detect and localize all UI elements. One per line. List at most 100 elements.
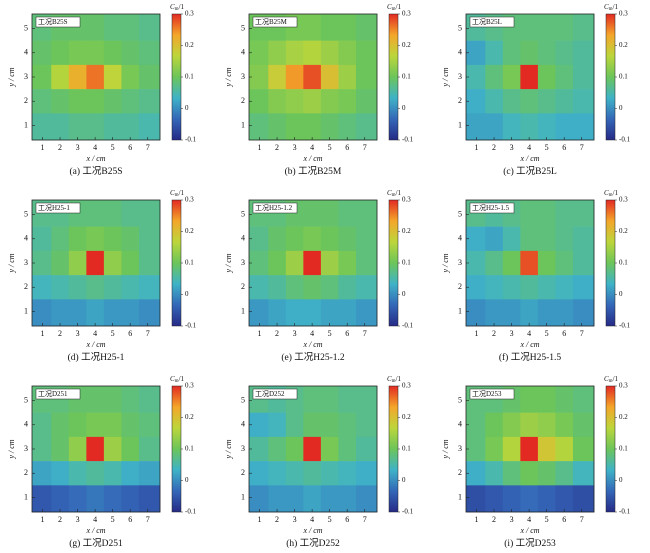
colorbar [388, 13, 399, 141]
cell [537, 200, 556, 227]
cell [466, 226, 486, 252]
colorbar-label: Cm/1 [604, 3, 619, 13]
cell [320, 89, 339, 114]
colorbar-tick-label: 0 [185, 476, 189, 484]
y-tick-label: 2 [458, 468, 462, 477]
x-axis-label: x / cm [302, 526, 322, 535]
colorbar-tick-label: 0.1 [619, 259, 628, 267]
cell [249, 40, 269, 66]
colorbar-label-sub: m [609, 379, 613, 384]
y-tick-label: 2 [241, 282, 245, 291]
cell [268, 461, 287, 486]
x-tick-label: 3 [293, 329, 297, 338]
colorbar [388, 199, 399, 327]
cell [285, 40, 304, 66]
cell [320, 250, 339, 276]
y-tick-label: 4 [241, 48, 245, 57]
caption: (c) 工况B25L [503, 166, 557, 177]
cell [121, 436, 140, 462]
cell [466, 275, 486, 300]
cell [103, 461, 122, 486]
cell [502, 64, 521, 90]
colorbar-label-sub: m [392, 379, 396, 384]
colorbar-tick-label: 0.3 [185, 10, 194, 18]
colorbar-tick-label: -0.1 [402, 508, 414, 516]
cell [572, 275, 595, 300]
cell [355, 14, 378, 41]
cell [121, 275, 140, 300]
cell [572, 461, 595, 486]
x-tick-label: 4 [93, 515, 97, 524]
y-axis-label: y / cm [224, 67, 233, 87]
cell [572, 40, 595, 66]
x-tick-label: 4 [93, 329, 97, 338]
x-tick-label: 7 [146, 329, 150, 338]
cell [520, 64, 539, 90]
cell [32, 40, 52, 66]
cell [320, 299, 339, 327]
cell [355, 64, 378, 90]
cell [103, 412, 122, 438]
cell [68, 226, 87, 252]
panel: 工况B25S 1 2 3 4 5 6 7 1 2 3 4 5 x / cm y / cm (a) 工况B25S… [7, 3, 197, 178]
cell [138, 386, 161, 413]
x-tick-label: 1 [41, 329, 45, 338]
cell [103, 64, 122, 90]
cell [138, 250, 161, 276]
colorbar-label-main: C [387, 375, 392, 383]
y-tick-label: 2 [24, 468, 28, 477]
colorbar-tick-label: 0.2 [402, 413, 411, 421]
cell [355, 275, 378, 300]
cell [520, 250, 539, 276]
cell [68, 40, 87, 66]
cell [520, 40, 539, 66]
cell [355, 250, 378, 276]
panel-label: 工况H25-1.5 [472, 204, 510, 212]
y-tick-label: 3 [24, 444, 28, 453]
x-tick-label: 6 [562, 143, 566, 152]
y-tick-label: 1 [458, 120, 462, 129]
colorbar-label-main: C [604, 375, 609, 383]
cell [320, 64, 339, 90]
x-tick-label: 7 [146, 143, 150, 152]
cell [355, 299, 378, 327]
panel: 工况D252 1 2 3 4 5 6 7 1 2 3 4 5 x / cm y / cm (h) 工况D252… [224, 375, 414, 550]
cell [537, 436, 556, 462]
cell [537, 299, 556, 327]
cell [121, 200, 140, 227]
label-box [252, 16, 298, 28]
caption: (e) 工况H25-1.2 [281, 352, 345, 363]
cell [466, 436, 486, 462]
cell [355, 485, 378, 513]
cell [537, 386, 556, 413]
cell [121, 412, 140, 438]
cell [51, 89, 70, 114]
x-tick-label: 2 [275, 143, 279, 152]
colorbar-tick-label: 0.3 [402, 10, 411, 18]
cell [572, 250, 595, 276]
cell [32, 485, 52, 513]
cell [555, 89, 574, 114]
cell [138, 40, 161, 66]
cell [572, 14, 595, 41]
cell [572, 113, 595, 141]
y-tick-label: 3 [241, 72, 245, 81]
cell [320, 226, 339, 252]
caption: (b) 工况B25M [285, 166, 342, 177]
cell [466, 64, 486, 90]
cell [86, 299, 105, 327]
cell [338, 200, 357, 227]
x-tick-label: 6 [128, 329, 132, 338]
panel-label: 工况B25S [38, 18, 68, 26]
cell [555, 386, 574, 413]
label-box [469, 16, 515, 28]
cell [520, 200, 539, 227]
y-tick-label: 5 [24, 395, 28, 404]
x-tick-label: 6 [562, 515, 566, 524]
label-box [35, 202, 81, 214]
colorbar-label-tail: /1 [613, 375, 619, 383]
cell [103, 89, 122, 114]
label-box [469, 388, 515, 400]
panel-label: 工况D252 [255, 390, 285, 398]
panel-label: 工况D251 [38, 390, 68, 398]
